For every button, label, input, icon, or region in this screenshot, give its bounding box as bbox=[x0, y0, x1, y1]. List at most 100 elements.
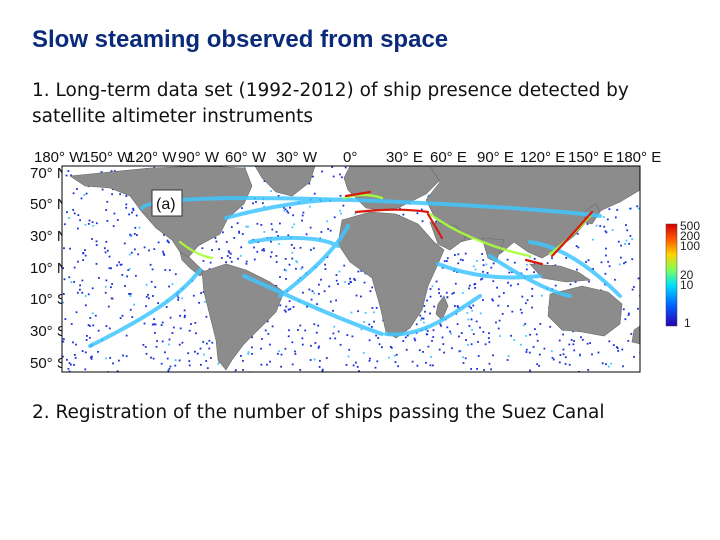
ship-dot bbox=[260, 224, 263, 226]
latitude-labels: 70° N 50° N 30° N 10° N 10° S 30° S 50° … bbox=[30, 165, 68, 372]
ship-dot bbox=[481, 277, 484, 280]
ship-dot bbox=[332, 332, 335, 335]
ship-dot bbox=[166, 239, 169, 242]
ship-dot bbox=[506, 359, 509, 361]
ship-dot bbox=[363, 281, 366, 284]
ship-dot bbox=[321, 368, 324, 371]
ship-dot bbox=[422, 317, 425, 320]
ship-dot bbox=[445, 291, 448, 294]
ship-dot bbox=[637, 207, 640, 210]
map-frame bbox=[61, 165, 641, 373]
ship-dot bbox=[116, 264, 118, 267]
ship-dot bbox=[531, 287, 534, 290]
ship-dot bbox=[568, 343, 571, 346]
ship-dot bbox=[368, 323, 371, 326]
map-panel bbox=[62, 166, 640, 372]
ship-dot bbox=[270, 190, 272, 192]
ship-dot bbox=[172, 326, 175, 329]
ship-dot bbox=[164, 351, 166, 354]
lon-label: 60° E bbox=[430, 149, 467, 166]
ship-dot bbox=[511, 310, 514, 313]
ship-dot bbox=[194, 350, 196, 353]
ship-dot bbox=[86, 335, 88, 337]
ship-dot bbox=[491, 298, 494, 301]
ship-dot bbox=[148, 297, 150, 300]
ship-dot bbox=[377, 337, 380, 339]
ship-dot bbox=[183, 309, 186, 312]
ship-dot bbox=[169, 316, 172, 319]
ship-dot bbox=[206, 367, 209, 369]
ship-dot bbox=[135, 214, 138, 217]
ship-dot bbox=[277, 235, 279, 237]
ship-dot bbox=[256, 222, 259, 225]
ship-dot bbox=[406, 334, 409, 337]
ship-dot bbox=[288, 300, 291, 302]
ship-dot bbox=[283, 209, 286, 212]
ship-dot bbox=[222, 231, 224, 234]
route-east-asia bbox=[550, 210, 594, 258]
ship-dot bbox=[498, 295, 501, 298]
ship-dot bbox=[106, 249, 109, 252]
ship-dot bbox=[196, 352, 199, 355]
ship-dot bbox=[247, 353, 250, 355]
ship-dot bbox=[476, 260, 478, 262]
ship-dot bbox=[488, 341, 491, 344]
ship-dot bbox=[371, 286, 374, 289]
ship-dot bbox=[520, 343, 522, 346]
ship-dot bbox=[112, 225, 115, 227]
ship-dot bbox=[352, 364, 355, 367]
route-suez-asia bbox=[428, 212, 532, 258]
ship-dot bbox=[284, 208, 287, 211]
ship-dot bbox=[373, 320, 375, 323]
ship-dot bbox=[97, 350, 99, 353]
ship-dot bbox=[215, 240, 218, 243]
ship-dot bbox=[608, 340, 611, 343]
ship-dot bbox=[339, 209, 341, 212]
ship-dot bbox=[106, 220, 109, 222]
ship-dot bbox=[229, 252, 232, 255]
colorbar-tick-label: 100 bbox=[680, 239, 700, 253]
ship-dot bbox=[443, 351, 445, 354]
ship-dot bbox=[360, 295, 362, 298]
ship-dot bbox=[429, 364, 432, 367]
ship-dot bbox=[329, 337, 332, 340]
ship-dot bbox=[92, 225, 95, 227]
ship-dot bbox=[269, 255, 272, 258]
ship-dot bbox=[587, 369, 590, 371]
ship-dot bbox=[91, 221, 94, 224]
ship-dot bbox=[484, 343, 487, 346]
ship-dot bbox=[333, 325, 336, 328]
ship-dot bbox=[369, 357, 371, 360]
ship-dot bbox=[184, 314, 186, 317]
ship-dot bbox=[312, 247, 315, 250]
ship-dot bbox=[275, 261, 278, 263]
ship-dot bbox=[91, 312, 94, 315]
route-gulf-mexico bbox=[178, 240, 214, 260]
ship-dot bbox=[263, 205, 266, 208]
ship-dot bbox=[538, 353, 541, 356]
lat-label: 10° N bbox=[30, 260, 68, 277]
ship-dot bbox=[554, 264, 557, 267]
ship-dot bbox=[347, 355, 350, 358]
ship-dot bbox=[188, 364, 191, 367]
ship-dot bbox=[551, 257, 553, 260]
ship-dot bbox=[438, 292, 440, 294]
ship-dot bbox=[607, 260, 609, 263]
ship-dot bbox=[480, 278, 482, 281]
ship-dot bbox=[289, 308, 292, 310]
ship-dot bbox=[124, 285, 126, 287]
ship-dot bbox=[501, 313, 504, 315]
ship-dot bbox=[211, 249, 213, 251]
ship-dot bbox=[541, 294, 543, 297]
ship-dot bbox=[299, 324, 302, 327]
ship-dot bbox=[507, 355, 510, 357]
panel-label: (a) bbox=[156, 196, 176, 213]
ship-dot bbox=[271, 228, 274, 231]
colorbar-gradient bbox=[665, 223, 678, 327]
ship-dot bbox=[631, 288, 634, 291]
ship-dot bbox=[423, 321, 425, 324]
ship-dot bbox=[119, 317, 122, 319]
ship-dot bbox=[121, 274, 124, 276]
ship-dot bbox=[261, 249, 264, 252]
ship-dot bbox=[457, 262, 460, 265]
